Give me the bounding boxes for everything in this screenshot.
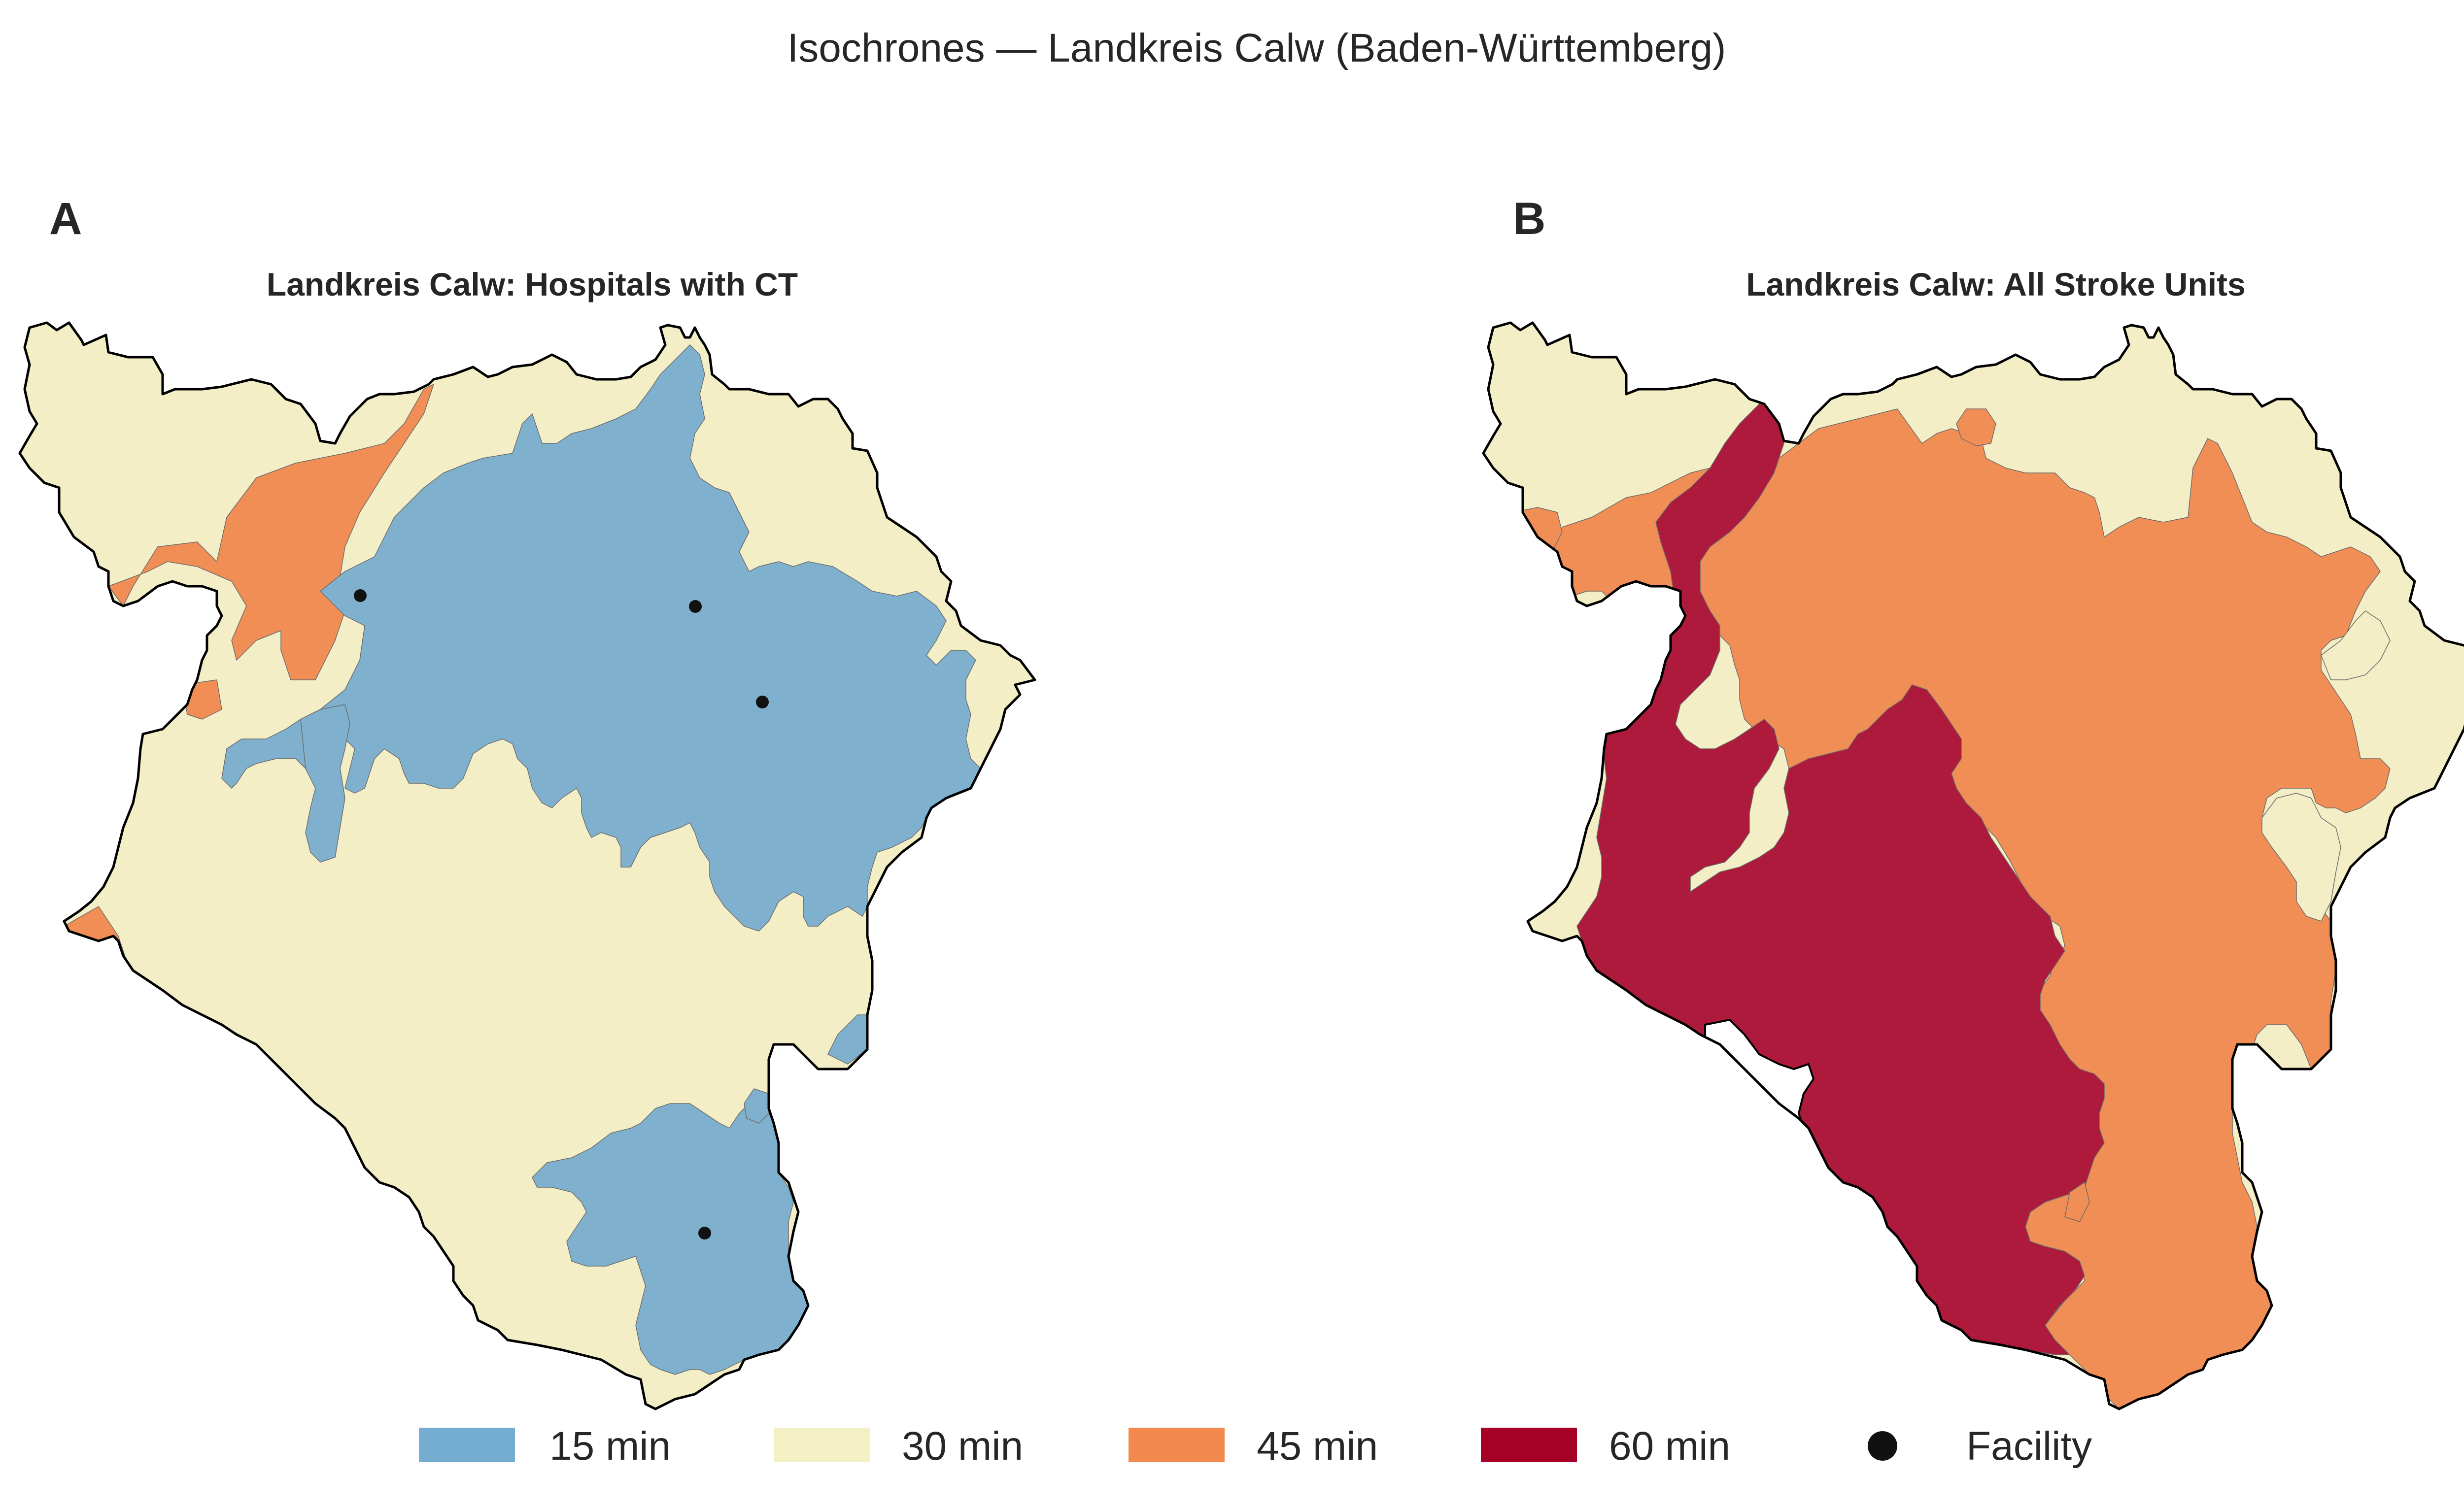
facility-marker-a3 [756,696,769,708]
zone-b-45min-spot [1956,408,1996,446]
legend-label-60min: 60 min [1609,1424,1730,1469]
zone-b-45min-west [1493,507,1563,552]
legend-label-15min: 15 min [549,1424,671,1469]
legend-swatch-15min [419,1428,515,1462]
legend-label-30min: 30 min [902,1424,1023,1469]
panel-b-title: Landkreis Calw: All Stroke Units [1746,266,2245,302]
panel-a-letter: A [49,194,82,244]
zone-a-15min-north [221,344,981,932]
panel-b: B Landkreis Calw: All Stroke Units [1483,194,2464,1409]
legend-label-facility: Facility [1966,1424,2092,1469]
zone-b-45min-notch [2064,1182,2090,1222]
legend-facility-marker [1868,1431,1897,1461]
legend-swatch-60min [1481,1428,1577,1462]
panel-b-map [1483,323,2464,1409]
legend-swatch-30min [774,1428,870,1462]
legend-item-30min: 30 min [774,1424,1023,1469]
panel-a-title: Landkreis Calw: Hospitals with CT [267,266,798,302]
legend-item-15min: 15 min [419,1424,671,1469]
zone-a-15min-west [300,704,350,863]
facility-marker-a1 [354,589,367,602]
zone-b-30min-east [2261,793,2341,922]
facility-marker-a4 [698,1227,711,1239]
legend-item-facility: Facility [1868,1424,2092,1469]
facility-marker-a2 [689,600,702,613]
legend-item-60min: 60 min [1481,1424,1730,1469]
zone-a-15min-pocket [744,1088,769,1124]
zone-a-45min-nw [108,384,434,680]
legend: 15 min 30 min 45 min 60 min Facility [419,1424,2092,1469]
legend-label-45min: 45 min [1257,1424,1378,1469]
zone-b-30min-ne [2321,610,2391,680]
figure-title: Isochrones — Landkreis Calw (Baden-Württ… [787,26,1726,70]
legend-swatch-45min [1129,1428,1225,1462]
panel-a-map [20,323,1035,1409]
panel-a: A Landkreis Calw: Hospitals with CT [20,194,1035,1409]
panel-b-letter: B [1513,194,1545,244]
legend-item-45min: 45 min [1129,1424,1378,1469]
